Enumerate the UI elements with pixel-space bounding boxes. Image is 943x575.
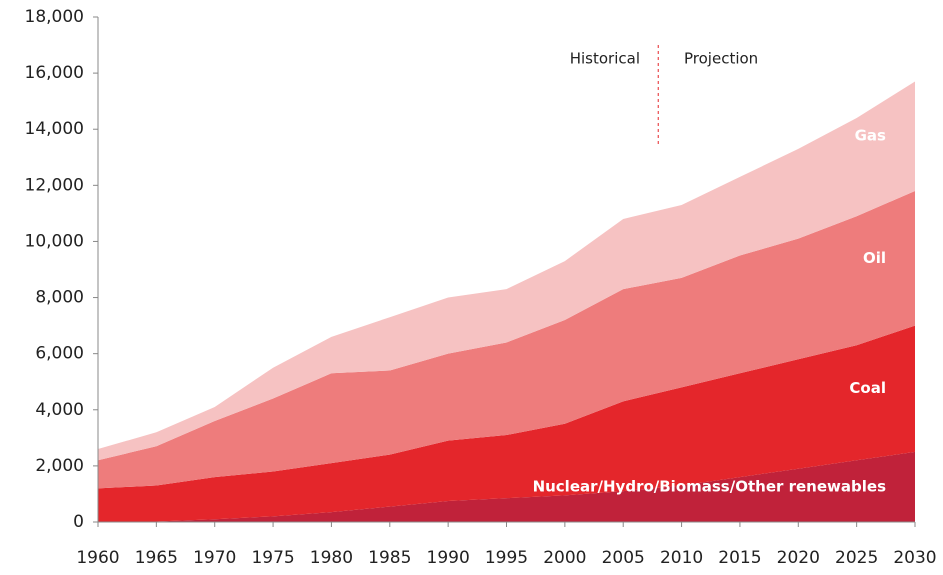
y-tick-label: 8,000 xyxy=(35,288,84,308)
x-tick-label: 1965 xyxy=(135,548,178,568)
y-tick-label: 12,000 xyxy=(25,175,84,195)
x-tick-label: 1970 xyxy=(193,548,236,568)
y-tick-label: 2,000 xyxy=(35,456,84,476)
chart: Historical Projection Nuclear/Hydro/Biom… xyxy=(0,0,943,575)
x-tick-label: 2030 xyxy=(893,548,936,568)
x-tick-label: 2005 xyxy=(602,548,645,568)
y-tick-label: 6,000 xyxy=(35,344,84,364)
y-tick-label: 18,000 xyxy=(25,7,84,27)
x-tick-label: 2000 xyxy=(543,548,586,568)
x-tick-label: 1985 xyxy=(368,548,411,568)
y-tick-label: 4,000 xyxy=(35,400,84,420)
x-tick-label: 1960 xyxy=(76,548,119,568)
y-tick-label: 16,000 xyxy=(25,63,84,83)
annotation-historical: Historical xyxy=(570,50,640,68)
series-label: Nuclear/Hydro/Biomass/Other renewables xyxy=(533,477,887,495)
x-tick-label: 1990 xyxy=(427,548,470,568)
y-tick-label: 10,000 xyxy=(25,231,84,251)
series-label: Gas xyxy=(855,127,886,145)
x-tick-label: 2025 xyxy=(835,548,878,568)
annotation-projection: Projection xyxy=(684,50,758,68)
x-tick-label: 2015 xyxy=(718,548,761,568)
series-label: Oil xyxy=(863,249,886,267)
series-label: Coal xyxy=(849,379,886,397)
x-tick-label: 1975 xyxy=(251,548,294,568)
x-tick-label: 1995 xyxy=(485,548,528,568)
y-tick-label: 0 xyxy=(73,512,84,532)
y-tick-label: 14,000 xyxy=(25,119,84,139)
x-tick-label: 2020 xyxy=(777,548,820,568)
x-tick-label: 1980 xyxy=(310,548,353,568)
x-tick-label: 2010 xyxy=(660,548,703,568)
